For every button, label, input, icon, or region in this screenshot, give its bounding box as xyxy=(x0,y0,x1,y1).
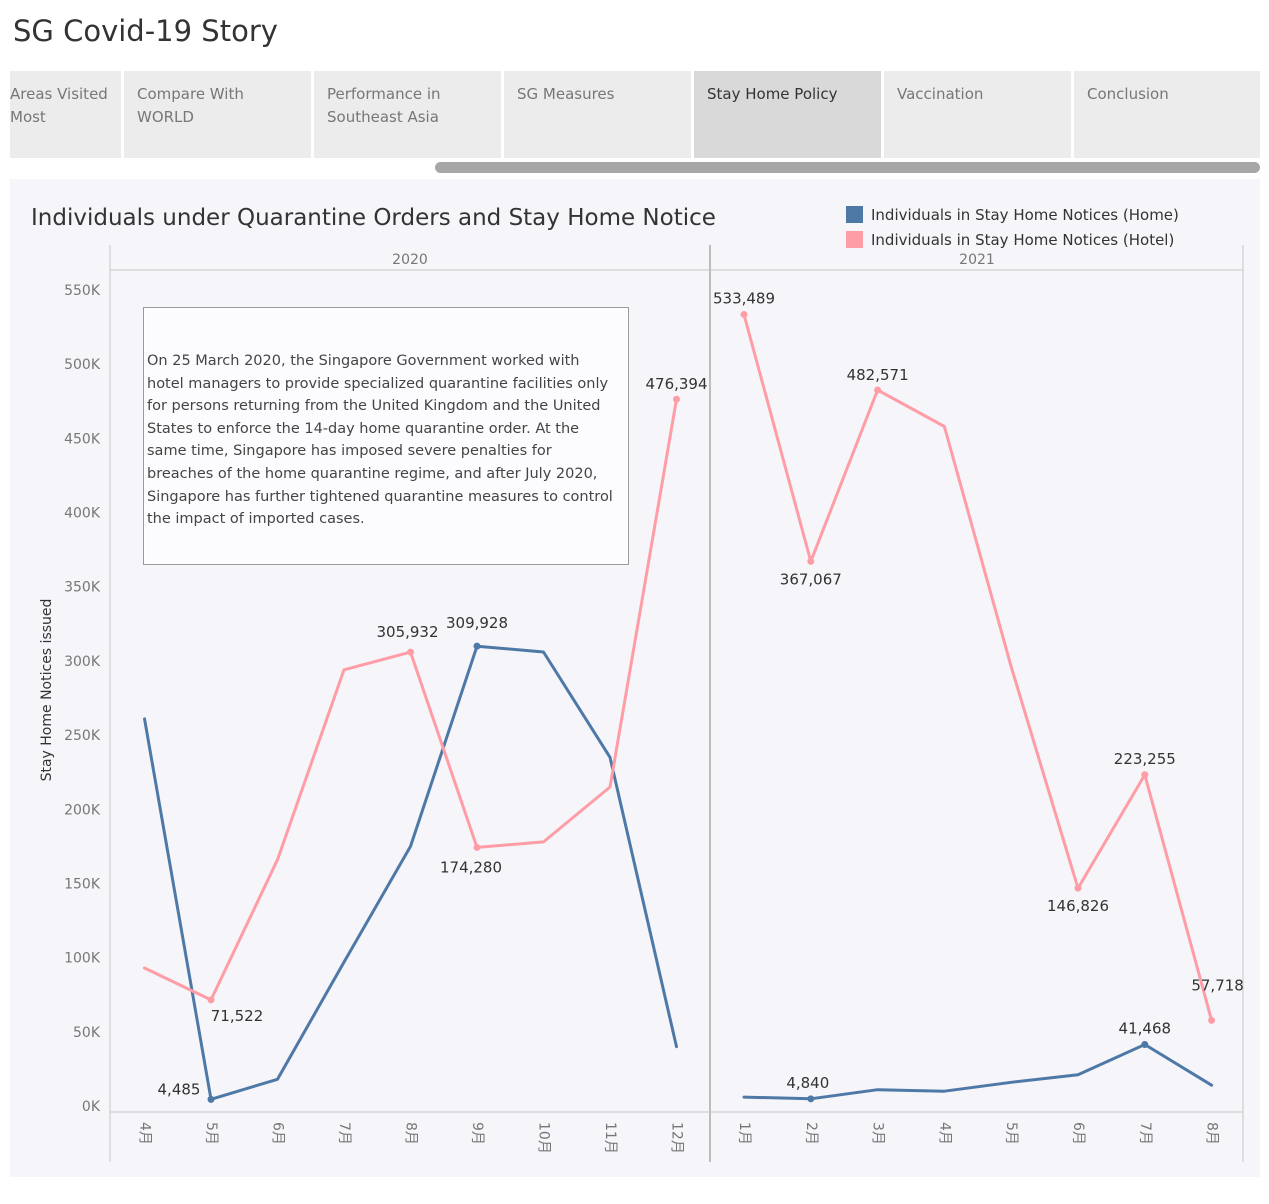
data-label: 309,928 xyxy=(446,614,508,632)
y-tick-label: 200K xyxy=(64,802,101,818)
data-point-marker xyxy=(207,1095,215,1103)
x-tick-label: 3月 xyxy=(870,1122,886,1145)
panel-header-2021: 2021 xyxy=(959,252,995,268)
data-label: 482,571 xyxy=(847,366,909,384)
data-point-marker xyxy=(807,557,815,565)
series-line-home-2020 xyxy=(143,644,678,1101)
data-point-marker xyxy=(807,1095,815,1103)
data-label: 57,718 xyxy=(1191,976,1244,994)
tab-vaccination[interactable]: Vaccination xyxy=(884,71,1071,158)
x-tick-label: 5月 xyxy=(1003,1122,1019,1145)
y-tick-label: 300K xyxy=(64,654,101,670)
data-point-marker xyxy=(1208,1016,1216,1024)
legend-label-home: Individuals in Stay Home Notices (Home) xyxy=(871,205,1179,224)
data-point-marker xyxy=(473,642,481,650)
x-tick-label: 11月 xyxy=(602,1122,618,1154)
data-label: 367,067 xyxy=(780,570,842,588)
series-line-hotel-2021 xyxy=(742,313,1214,1022)
data-label: 71,522 xyxy=(211,1007,264,1025)
data-label: 146,826 xyxy=(1047,897,1109,915)
x-tick-label: 8月 xyxy=(403,1122,419,1145)
tab-sg-measures[interactable]: SG Measures xyxy=(504,71,691,158)
x-tick-label: 4月 xyxy=(137,1122,153,1145)
data-label: 305,932 xyxy=(376,623,438,641)
x-tick-label: 1月 xyxy=(736,1122,752,1145)
y-tick-label: 150K xyxy=(64,876,101,892)
y-tick-label: 400K xyxy=(64,506,101,522)
data-point-marker xyxy=(1074,884,1082,892)
tab-conclusion[interactable]: Conclusion xyxy=(1074,71,1260,158)
x-tick-label: 6月 xyxy=(270,1122,286,1145)
data-label: 533,489 xyxy=(713,289,775,307)
legend-swatch-hotel xyxy=(846,231,863,248)
data-label: 223,255 xyxy=(1114,750,1176,768)
data-label: 41,468 xyxy=(1119,1019,1172,1037)
y-tick-label: 250K xyxy=(64,728,101,744)
x-tick-label: 5月 xyxy=(203,1122,219,1145)
y-tick-label: 0K xyxy=(82,1099,101,1115)
y-tick-label: 450K xyxy=(64,431,101,447)
legend-swatch-home xyxy=(846,206,863,223)
legend-item-home[interactable]: Individuals in Stay Home Notices (Home) xyxy=(846,202,1179,227)
story-title: SG Covid-19 Story xyxy=(13,14,278,48)
data-point-marker xyxy=(407,648,414,656)
annotation-box[interactable]: On 25 March 2020, the Singapore Governme… xyxy=(143,307,629,565)
y-tick-label: 350K xyxy=(64,580,101,596)
x-tick-label: 10月 xyxy=(536,1122,552,1154)
x-tick-label: 7月 xyxy=(336,1122,352,1145)
tab-stay-home-policy[interactable]: Stay Home Policy xyxy=(694,71,881,158)
x-tick-label: 7月 xyxy=(1137,1122,1153,1145)
x-tick-label: 6月 xyxy=(1070,1122,1086,1145)
legend-item-hotel[interactable]: Individuals in Stay Home Notices (Hotel) xyxy=(846,227,1179,252)
tab-scrollbar[interactable] xyxy=(435,162,1260,173)
series-line-home-2021 xyxy=(742,1043,1214,1101)
data-label: 4,485 xyxy=(158,1080,201,1098)
x-tick-label: 4月 xyxy=(936,1122,952,1145)
x-tick-label: 8月 xyxy=(1204,1122,1220,1145)
tab-compare-with-world[interactable]: Compare With WORLD xyxy=(124,71,311,158)
y-tick-label: 100K xyxy=(64,951,101,967)
data-point-marker xyxy=(1141,1040,1149,1048)
chart-title: Individuals under Quarantine Orders and … xyxy=(31,205,716,231)
x-tick-label: 12月 xyxy=(669,1122,685,1154)
y-tick-label: 550K xyxy=(64,283,101,299)
tab-areas-visited-most[interactable]: Areas Visited Most xyxy=(10,71,121,158)
data-point-marker xyxy=(673,395,680,403)
y-tick-label: 50K xyxy=(73,1025,101,1041)
data-label: 4,840 xyxy=(786,1074,829,1092)
y-tick-label: 500K xyxy=(64,357,101,373)
data-point-marker xyxy=(207,996,215,1004)
panel-header-2020: 2020 xyxy=(392,252,428,268)
tab-performance-southeast-asia[interactable]: Performance in Southeast Asia xyxy=(314,71,501,158)
legend-label-hotel: Individuals in Stay Home Notices (Hotel) xyxy=(871,230,1175,249)
data-point-marker xyxy=(740,310,748,318)
data-point-marker xyxy=(1141,771,1149,779)
legend[interactable]: Individuals in Stay Home Notices (Home) … xyxy=(846,202,1179,252)
data-label: 174,280 xyxy=(440,858,502,876)
x-tick-label: 9月 xyxy=(469,1122,485,1145)
data-point-marker xyxy=(874,386,882,394)
x-tick-label: 2月 xyxy=(803,1122,819,1145)
data-point-marker xyxy=(473,843,481,851)
y-axis-title: Stay Home Notices issued xyxy=(39,599,55,782)
data-label: 476,394 xyxy=(645,375,707,393)
